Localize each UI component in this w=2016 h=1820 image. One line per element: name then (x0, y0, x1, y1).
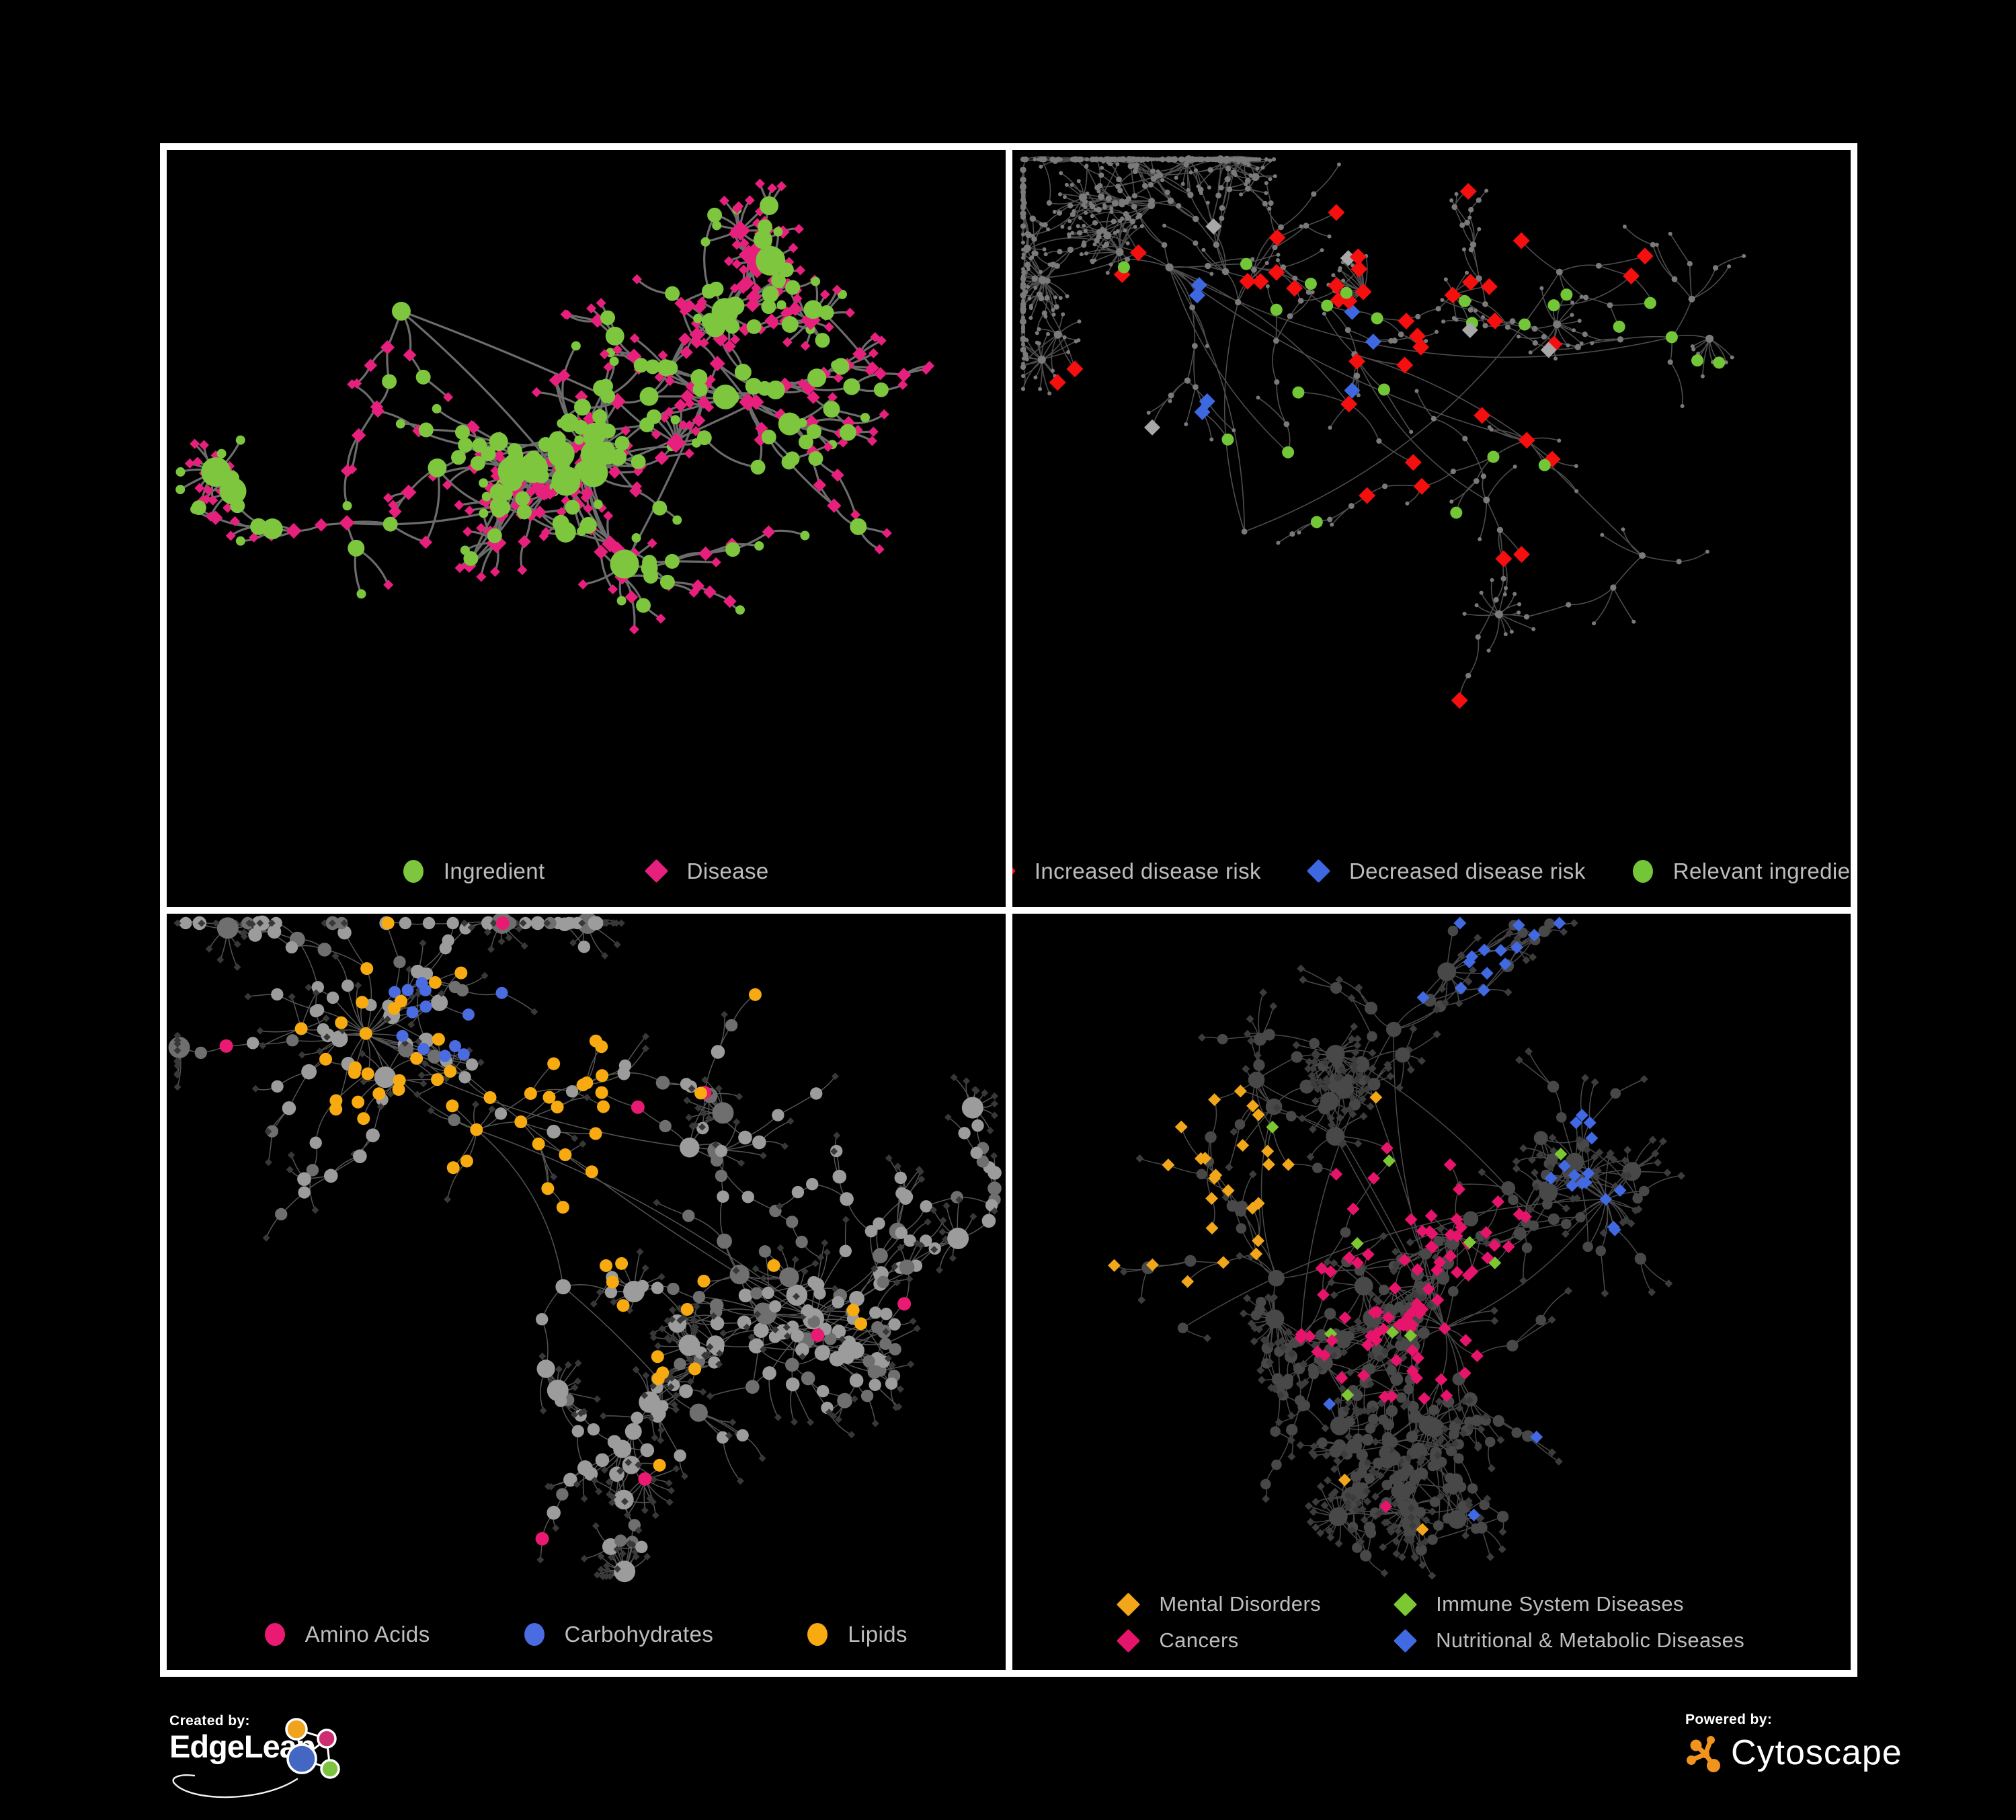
legend-diamond-icon (1393, 1592, 1418, 1616)
legend-label: Disease (686, 858, 769, 883)
legend-disease-classes: Mental Disorders Immune System Diseases Ca… (1012, 1592, 1851, 1653)
network-disease-classes (1107, 916, 1685, 1580)
network-ingredient-disease (175, 178, 935, 635)
legend-circle-icon (807, 1623, 828, 1646)
legend-item: Ingredient (403, 859, 545, 884)
legend-label: Ingredient (443, 858, 545, 883)
legend-circle-icon (524, 1623, 545, 1646)
legend-item: Immune System Diseases (1393, 1592, 1684, 1616)
panel-ingredient-disease: Ingredient Disease (167, 150, 1006, 907)
legend-label: Mental Disorders (1159, 1592, 1322, 1616)
legend-diamond-icon (1117, 1628, 1141, 1653)
legend-item: Increased disease risk (1012, 859, 1261, 884)
legend-label: Amino Acids (305, 1622, 430, 1647)
legend-label: Cancers (1159, 1628, 1239, 1652)
legend-diamond-icon (1393, 1628, 1418, 1653)
cytoscape-logo-text: Cytoscape (1731, 1733, 1902, 1772)
edgeleap-logo-text: EdgeLeap (169, 1729, 316, 1764)
legend-diamond-icon (1306, 859, 1331, 883)
legend-label: Nutritional & Metabolic Diseases (1436, 1628, 1745, 1652)
legend-item: Cancers (1117, 1628, 1239, 1653)
legend-circle-icon (264, 1623, 285, 1646)
legend-item: Disease (644, 858, 769, 884)
legend-label: Lipids (848, 1622, 908, 1647)
legend-nutrients: Amino Acids Carbohydrates Lipids (167, 1622, 1006, 1647)
network-nutrients (168, 913, 1002, 1582)
legend-circle-icon (1632, 859, 1653, 883)
legend-item: Mental Disorders (1117, 1592, 1322, 1616)
powered-by-label: Powered by: (1685, 1712, 1773, 1727)
edgeleap-branding: Created by: EdgeLeap (169, 1713, 519, 1801)
legend-item: Decreased disease risk (1306, 858, 1586, 884)
legend-label: Decreased disease risk (1348, 858, 1586, 883)
legend-item: Lipids (807, 1622, 908, 1647)
legend-label: Relevant ingredient (1672, 858, 1851, 883)
created-by-label: Created by: (169, 1713, 250, 1729)
legend-item: Carbohydrates (524, 1622, 714, 1647)
panel-nutrients: Amino Acids Carbohydrates Lipids (167, 913, 1006, 1670)
legend-label: Immune System Diseases (1436, 1592, 1684, 1616)
network-disease-risk (1019, 155, 1746, 709)
panel-grid: Ingredient Disease Increased disease risk… (160, 143, 1857, 1677)
legend-disease-risk: Increased disease risk Decreased disease … (1012, 859, 1851, 884)
legend-diamond-icon (644, 859, 668, 883)
cytoscape-logo-icon (1687, 1736, 1720, 1772)
legend-item: Relevant ingredient (1632, 858, 1851, 884)
legend-circle-icon (403, 859, 424, 883)
legend-diamond-icon (1012, 859, 1016, 883)
cytoscape-branding: Powered by: Cytoscape (1685, 1712, 1902, 1774)
legend-label: Increased disease risk (1034, 858, 1261, 883)
panel-disease-classes: Mental Disorders Immune System Diseases Ca… (1012, 913, 1851, 1670)
legend-item: Nutritional & Metabolic Diseases (1393, 1628, 1745, 1653)
legend-diamond-icon (1117, 1592, 1141, 1616)
legend-label: Carbohydrates (564, 1622, 714, 1647)
legend-ingredient-disease: Ingredient Disease (167, 859, 1006, 884)
panel-disease-risk: Increased disease risk Decreased disease … (1012, 150, 1851, 907)
legend-item: Amino Acids (264, 1622, 430, 1647)
